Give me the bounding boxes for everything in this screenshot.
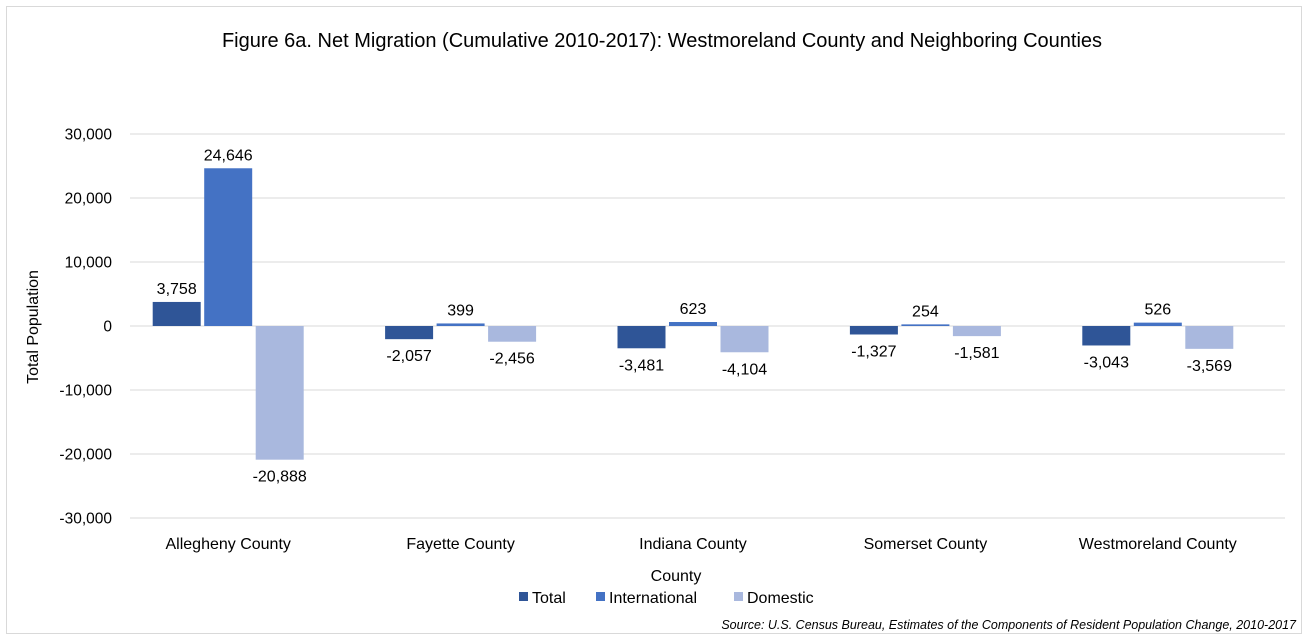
y-tick-labels: 30,000 20,000 10,000 0 -10,000 -20,000 -30,000 <box>59 127 112 528</box>
bars <box>152 168 1234 460</box>
bar-international <box>669 322 717 326</box>
legend-label-total: Total <box>532 590 566 607</box>
bar-domestic <box>255 326 304 460</box>
bar-total <box>152 301 201 326</box>
data-label: 623 <box>680 301 707 318</box>
legend-swatch-domestic <box>734 592 743 601</box>
data-label: 526 <box>1144 302 1171 319</box>
chart-title: Figure 6a. Net Migration (Cumulative 201… <box>222 30 1102 52</box>
bar-domestic <box>720 326 769 353</box>
bar-international <box>1133 322 1182 326</box>
data-label: 254 <box>912 303 939 320</box>
data-label: -2,057 <box>386 348 431 365</box>
y-tick-label: -30,000 <box>59 511 112 528</box>
data-label: 24,646 <box>204 147 253 164</box>
y-tick-label: 30,000 <box>65 127 113 144</box>
category-label: Allegheny County <box>165 536 290 553</box>
gridlines <box>130 133 1285 519</box>
category-labels: Allegheny County Fayette County Indiana Co… <box>165 536 1236 553</box>
bar-international <box>436 323 485 326</box>
category-label: Somerset County <box>864 536 988 553</box>
legend-label-domestic: Domestic <box>747 590 814 607</box>
category-label: Indiana County <box>639 536 747 553</box>
y-tick-label: 0 <box>103 319 112 336</box>
category-label: Fayette County <box>406 536 515 553</box>
y-axis-label: Total Population <box>25 270 42 384</box>
legend: Total International Domestic <box>519 590 814 607</box>
x-axis-label: County <box>651 568 702 585</box>
bar-total <box>617 326 666 349</box>
data-label: 399 <box>447 302 474 319</box>
category-label: Westmoreland County <box>1079 536 1237 553</box>
bar-international <box>204 168 253 326</box>
legend-swatch-international <box>596 592 605 601</box>
data-label: 3,758 <box>157 281 197 298</box>
bar-domestic <box>952 326 1001 337</box>
y-tick-label: -20,000 <box>59 447 112 464</box>
bar-total <box>385 326 434 340</box>
data-label: -4,104 <box>722 361 767 378</box>
y-tick-label: 20,000 <box>65 191 113 208</box>
bar-total <box>849 326 898 335</box>
bar-domestic <box>488 326 537 342</box>
data-label: -3,043 <box>1084 354 1129 371</box>
y-tick-label: -10,000 <box>59 383 112 400</box>
bar-total <box>1082 326 1131 346</box>
bar-domestic <box>1185 326 1234 349</box>
data-labels: 3,758 24,646 -20,888 -2,057 399 -2,456 -3,481 6… <box>157 147 1232 485</box>
source-note: Source: U.S. Census Bureau, Estimates of… <box>721 618 1297 632</box>
data-label: -20,888 <box>253 469 307 486</box>
data-label: -1,327 <box>851 343 896 360</box>
data-label: -2,456 <box>489 351 534 368</box>
legend-swatch-total <box>519 592 528 601</box>
data-label: -3,481 <box>619 357 664 374</box>
data-label: -3,569 <box>1187 358 1232 375</box>
data-label: -1,581 <box>954 345 999 362</box>
legend-label-international: International <box>609 590 697 607</box>
y-tick-label: 10,000 <box>65 255 113 272</box>
bar-international <box>901 324 950 326</box>
